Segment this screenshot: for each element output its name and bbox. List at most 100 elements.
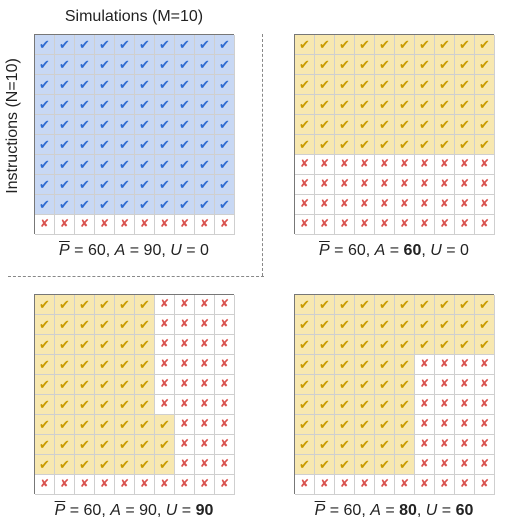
u-value: 0 <box>200 242 209 259</box>
cross-icon: ✘ <box>215 395 235 415</box>
check-icon: ✔ <box>455 55 475 75</box>
cross-icon: ✘ <box>135 215 155 235</box>
p-value: 60 <box>343 502 362 519</box>
check-icon: ✔ <box>295 415 315 435</box>
check-icon: ✔ <box>95 435 115 455</box>
cross-icon: ✘ <box>175 315 195 335</box>
check-icon: ✔ <box>395 335 415 355</box>
check-icon: ✔ <box>95 375 115 395</box>
cross-icon: ✘ <box>475 195 495 215</box>
p-value: 60 <box>83 502 102 519</box>
cross-icon: ✘ <box>75 215 95 235</box>
check-icon: ✔ <box>95 315 115 335</box>
check-icon: ✔ <box>475 115 495 135</box>
check-icon: ✔ <box>155 435 175 455</box>
check-icon: ✔ <box>55 175 75 195</box>
check-icon: ✔ <box>95 95 115 115</box>
cross-icon: ✘ <box>135 475 155 495</box>
check-icon: ✔ <box>55 135 75 155</box>
check-icon: ✔ <box>95 335 115 355</box>
cross-icon: ✘ <box>55 475 75 495</box>
cross-icon: ✘ <box>155 315 175 335</box>
u-symbol: U <box>425 502 438 519</box>
check-icon: ✔ <box>455 115 475 135</box>
check-icon: ✔ <box>115 435 135 455</box>
cross-icon: ✘ <box>195 335 215 355</box>
check-icon: ✔ <box>315 395 335 415</box>
check-icon: ✔ <box>175 55 195 75</box>
check-icon: ✔ <box>435 115 455 135</box>
cross-icon: ✘ <box>175 335 195 355</box>
check-icon: ✔ <box>455 35 475 55</box>
check-icon: ✔ <box>435 335 455 355</box>
check-icon: ✔ <box>415 295 435 315</box>
check-icon: ✔ <box>295 455 315 475</box>
check-icon: ✔ <box>435 315 455 335</box>
dashed-divider-horizontal <box>8 276 264 277</box>
check-icon: ✔ <box>35 35 55 55</box>
cross-icon: ✘ <box>75 475 95 495</box>
cross-icon: ✘ <box>435 355 455 375</box>
check-icon: ✔ <box>115 135 135 155</box>
check-icon: ✔ <box>175 175 195 195</box>
check-icon: ✔ <box>375 135 395 155</box>
check-icon: ✔ <box>355 435 375 455</box>
check-icon: ✔ <box>415 315 435 335</box>
cross-icon: ✘ <box>435 415 455 435</box>
check-icon: ✔ <box>135 295 155 315</box>
check-icon: ✔ <box>215 175 235 195</box>
check-icon: ✔ <box>55 115 75 135</box>
u-symbol: U <box>165 502 178 519</box>
check-icon: ✔ <box>335 75 355 95</box>
check-icon: ✔ <box>475 295 495 315</box>
grid: ✔ ✔ ✔ ✔ ✔ ✔ ✘ ✘ ✘ ✘ ✔ ✔ ✔ ✔ ✔ ✔ ✘ ✘ ✘ ✘ ✔ ✔ ✔ ✔ ✔ ✔ ✘ ✘ ✘ ✘ ✔ ✔ ✔ ✔ ✔ ✔ ✘ ✘ ✘ ✘… <box>34 294 235 495</box>
grid: ✔ ✔ ✔ ✔ ✔ ✔ ✔ ✔ ✔ ✔ ✔ ✔ ✔ ✔ ✔ ✔ ✔ ✔ ✔ ✔ ✔ ✔ ✔ ✔ ✔ ✔ ✔ ✔ ✔ ✔ ✔ ✔ ✔ ✔ ✔ ✔ ✔ ✔ ✔ ✔… <box>294 34 495 235</box>
check-icon: ✔ <box>55 415 75 435</box>
check-icon: ✔ <box>55 315 75 335</box>
check-icon: ✔ <box>395 135 415 155</box>
cross-icon: ✘ <box>295 215 315 235</box>
cross-icon: ✘ <box>355 215 375 235</box>
check-icon: ✔ <box>135 75 155 95</box>
check-icon: ✔ <box>355 115 375 135</box>
check-icon: ✔ <box>55 35 75 55</box>
check-icon: ✔ <box>335 135 355 155</box>
check-icon: ✔ <box>175 35 195 55</box>
p-symbol: P <box>314 502 326 519</box>
cross-icon: ✘ <box>175 375 195 395</box>
cross-icon: ✘ <box>155 475 175 495</box>
check-icon: ✔ <box>75 395 95 415</box>
check-icon: ✔ <box>55 95 75 115</box>
cross-icon: ✘ <box>175 475 195 495</box>
check-icon: ✔ <box>355 375 375 395</box>
cross-icon: ✘ <box>295 475 315 495</box>
cross-icon: ✘ <box>155 215 175 235</box>
check-icon: ✔ <box>395 75 415 95</box>
check-icon: ✔ <box>75 195 95 215</box>
check-icon: ✔ <box>475 55 495 75</box>
caption: P = 60, A = 90, U = 0 <box>59 242 209 259</box>
check-icon: ✔ <box>35 55 55 75</box>
check-icon: ✔ <box>435 35 455 55</box>
check-icon: ✔ <box>295 335 315 355</box>
cross-icon: ✘ <box>455 155 475 175</box>
check-icon: ✔ <box>355 75 375 95</box>
check-icon: ✔ <box>95 135 115 155</box>
check-icon: ✔ <box>335 455 355 475</box>
cross-icon: ✘ <box>415 355 435 375</box>
check-icon: ✔ <box>355 335 375 355</box>
check-icon: ✔ <box>35 355 55 375</box>
check-icon: ✔ <box>35 195 55 215</box>
check-icon: ✔ <box>295 55 315 75</box>
check-icon: ✔ <box>415 135 435 155</box>
cross-icon: ✘ <box>415 395 435 415</box>
check-icon: ✔ <box>75 95 95 115</box>
check-icon: ✔ <box>175 115 195 135</box>
check-icon: ✔ <box>115 195 135 215</box>
cross-icon: ✘ <box>375 475 395 495</box>
cross-icon: ✘ <box>375 215 395 235</box>
check-icon: ✔ <box>75 55 95 75</box>
cross-icon: ✘ <box>295 155 315 175</box>
check-icon: ✔ <box>95 195 115 215</box>
check-icon: ✔ <box>375 115 395 135</box>
